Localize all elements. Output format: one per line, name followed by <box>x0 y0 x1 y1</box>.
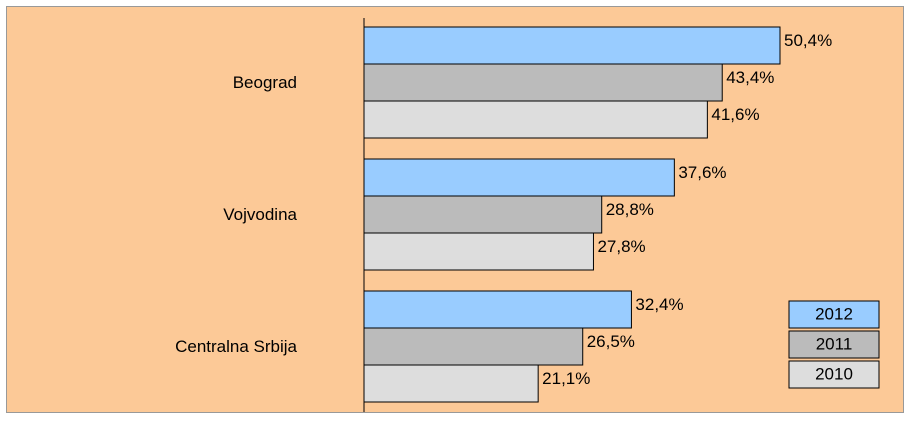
category-label: Vojvodina <box>223 205 297 224</box>
value-label: 26,5% <box>587 332 635 351</box>
value-label: 41,6% <box>711 105 759 124</box>
value-label: 32,4% <box>635 295 683 314</box>
value-label: 27,8% <box>597 237 645 256</box>
value-label: 21,1% <box>542 369 590 388</box>
bar <box>363 232 594 271</box>
value-label: 50,4% <box>784 31 832 50</box>
bar <box>363 26 781 65</box>
legend-label: 2012 <box>815 304 853 323</box>
bar <box>363 63 723 102</box>
bar <box>363 158 675 197</box>
bar <box>363 290 632 329</box>
value-label: 37,6% <box>678 163 726 182</box>
value-label: 28,8% <box>606 200 654 219</box>
legend-label: 2010 <box>815 364 853 383</box>
legend-swatch <box>788 300 880 329</box>
category-label: Centralna Srbija <box>175 337 297 356</box>
bar <box>363 364 539 403</box>
bar <box>363 327 584 366</box>
category-label: Beograd <box>233 73 297 92</box>
legend-swatch <box>788 360 880 389</box>
bar <box>363 195 603 234</box>
value-label: 43,4% <box>726 68 774 87</box>
legend-swatch <box>788 330 880 359</box>
bar <box>363 100 708 139</box>
legend-label: 2011 <box>816 334 853 353</box>
